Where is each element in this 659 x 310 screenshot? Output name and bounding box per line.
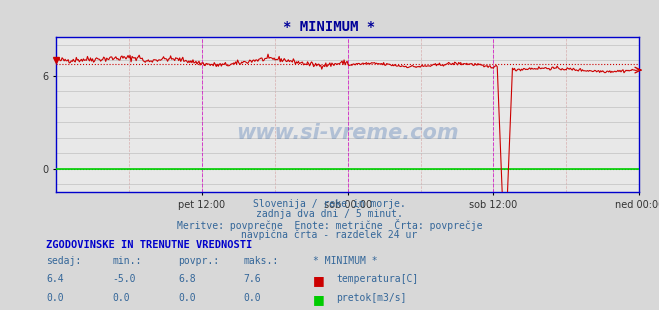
Text: ■: ■ bbox=[313, 274, 325, 287]
Text: 7.6: 7.6 bbox=[244, 274, 262, 284]
Text: Slovenija / reke in morje.: Slovenija / reke in morje. bbox=[253, 199, 406, 209]
Text: 0.0: 0.0 bbox=[112, 293, 130, 303]
Text: Meritve: povprečne  Enote: metrične  Črta: povprečje: Meritve: povprečne Enote: metrične Črta:… bbox=[177, 219, 482, 232]
Text: 0.0: 0.0 bbox=[178, 293, 196, 303]
Text: -5.0: -5.0 bbox=[112, 274, 136, 284]
Text: maks.:: maks.: bbox=[244, 256, 279, 266]
Text: navpična črta - razdelek 24 ur: navpična črta - razdelek 24 ur bbox=[241, 230, 418, 240]
Text: 6.4: 6.4 bbox=[46, 274, 64, 284]
Text: min.:: min.: bbox=[112, 256, 142, 266]
Text: pretok[m3/s]: pretok[m3/s] bbox=[336, 293, 407, 303]
Text: zadnja dva dni / 5 minut.: zadnja dva dni / 5 minut. bbox=[256, 209, 403, 219]
Text: ZGODOVINSKE IN TRENUTNE VREDNOSTI: ZGODOVINSKE IN TRENUTNE VREDNOSTI bbox=[46, 240, 252, 250]
Text: * MINIMUM *: * MINIMUM * bbox=[283, 20, 376, 34]
Text: * MINIMUM *: * MINIMUM * bbox=[313, 256, 378, 266]
Text: sedaj:: sedaj: bbox=[46, 256, 81, 266]
Text: ■: ■ bbox=[313, 293, 325, 306]
Text: 0.0: 0.0 bbox=[244, 293, 262, 303]
Text: temperatura[C]: temperatura[C] bbox=[336, 274, 418, 284]
Text: www.si-vreme.com: www.si-vreme.com bbox=[237, 123, 459, 143]
Text: 0.0: 0.0 bbox=[46, 293, 64, 303]
Text: povpr.:: povpr.: bbox=[178, 256, 219, 266]
Text: 6.8: 6.8 bbox=[178, 274, 196, 284]
